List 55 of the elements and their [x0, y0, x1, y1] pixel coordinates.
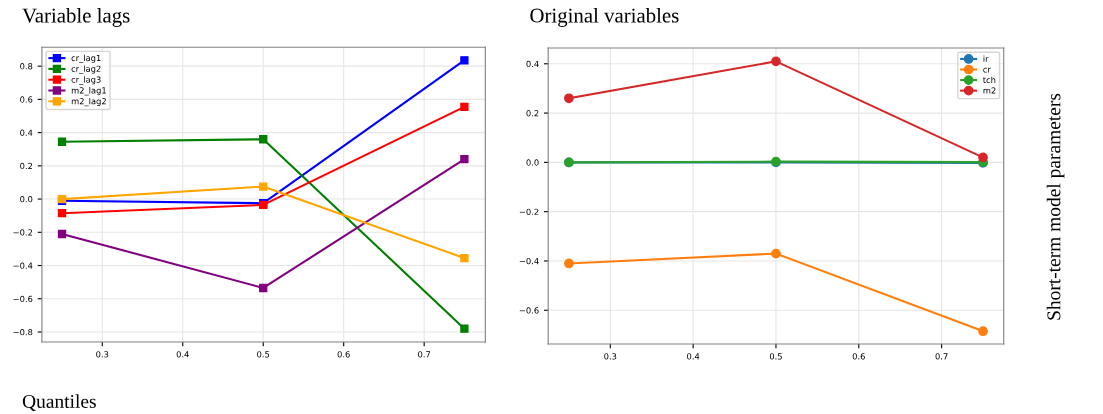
point [460, 253, 469, 263]
y-tick-label: 0.2 [526, 110, 539, 117]
legend-label: m2 [983, 87, 996, 94]
legend-label: cr_lag2 [71, 65, 101, 74]
x-tick-label: 0.7 [418, 351, 431, 358]
y-tick-label: 0.0 [20, 196, 33, 203]
point [564, 258, 574, 269]
x-tick-label: 0.6 [852, 353, 865, 360]
point [259, 283, 268, 293]
y-tick-label: 0.2 [20, 162, 33, 170]
point [460, 324, 469, 333]
chart-title: Variable lags [22, 7, 130, 27]
legend-label: cr [983, 67, 991, 73]
y-tick-label: 0.8 [20, 63, 33, 70]
text: Short-term model parameters [1046, 93, 1065, 320]
point [978, 326, 988, 337]
y-tick-label: −0.4 [13, 262, 33, 269]
point [460, 155, 469, 164]
y-tick-label: −0.8 [13, 328, 33, 336]
point [460, 102, 469, 112]
y-tick-label: 0.4 [526, 60, 539, 68]
y-tick-label: −0.2 [13, 229, 33, 236]
x-tick-label: 0.5 [769, 353, 782, 360]
y-tick-label: 0.0 [526, 159, 539, 166]
x-tick-label: 0.4 [176, 351, 189, 358]
point [259, 182, 268, 191]
y-tick-label: −0.2 [519, 208, 539, 215]
point [771, 248, 781, 259]
legend-label: m2_lag2 [71, 97, 106, 107]
point [57, 137, 67, 146]
legend-label: cr_lag3 [71, 76, 101, 85]
y-tick-label: 0.4 [20, 129, 33, 136]
x-tick-label: 0.3 [604, 353, 617, 360]
x-tick-label: 0.7 [935, 353, 948, 360]
x-tick-label: 0.4 [687, 353, 700, 360]
chart-title: Original variables [530, 7, 679, 27]
text: Quantiles [22, 394, 96, 411]
x-tick-label: 0.5 [257, 351, 270, 358]
legend-label: cr_lag1 [71, 54, 101, 63]
x-tick-label: 0.3 [96, 351, 109, 358]
point [460, 56, 469, 65]
legend-label: tch [983, 76, 996, 84]
point [564, 93, 574, 104]
point [57, 229, 67, 239]
y-tick-label: −0.6 [519, 307, 539, 314]
point [978, 152, 988, 163]
y-tick-label: −0.6 [13, 295, 33, 303]
y-tick-label: −0.4 [519, 257, 539, 265]
point [259, 135, 268, 144]
x-tick-label: 0.6 [337, 351, 350, 358]
legend-label: ir [983, 55, 989, 62]
y-tick-label: 0.6 [20, 96, 33, 103]
legend-label: m2_lag1 [71, 87, 106, 96]
point [57, 209, 67, 218]
point [771, 56, 781, 67]
